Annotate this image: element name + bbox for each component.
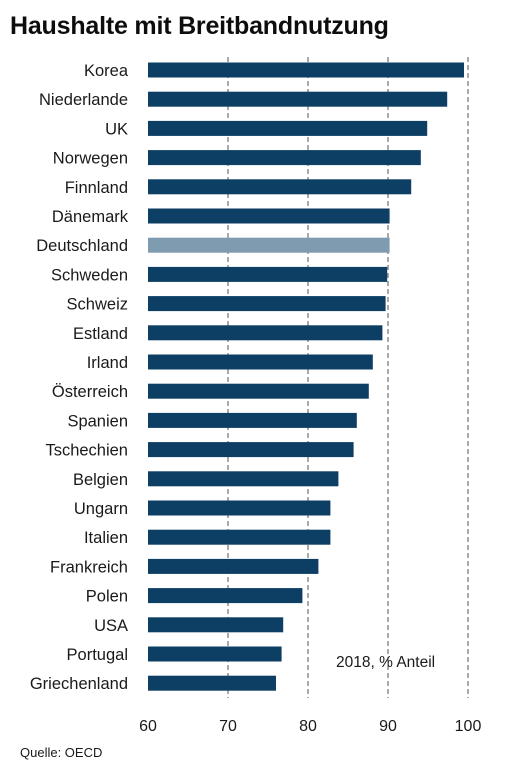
x-tick-label: 70	[219, 718, 237, 735]
bar	[148, 208, 390, 224]
bar	[148, 471, 339, 487]
bar	[148, 91, 448, 107]
category-label: Italien	[84, 529, 128, 547]
bar	[148, 179, 412, 195]
bar	[148, 120, 428, 136]
category-label: Griechenland	[30, 675, 128, 693]
bar	[148, 325, 383, 341]
bar	[148, 558, 319, 574]
bar	[148, 296, 386, 312]
bar	[148, 62, 464, 78]
bar	[148, 646, 282, 662]
x-tick-label: 90	[379, 718, 397, 735]
category-label: Ungarn	[74, 500, 128, 518]
bar	[148, 500, 331, 516]
category-label: Dänemark	[52, 208, 129, 226]
category-label: Schweiz	[67, 296, 128, 314]
category-label: Frankreich	[50, 558, 128, 576]
category-label: USA	[94, 617, 128, 635]
category-label: Belgien	[73, 471, 128, 489]
category-label: Spanien	[67, 412, 128, 430]
bar	[148, 383, 369, 399]
category-label: Finnland	[65, 179, 128, 197]
category-label: Norwegen	[53, 150, 128, 168]
bar	[148, 266, 388, 282]
category-label: Irland	[87, 354, 128, 372]
bar	[148, 675, 276, 691]
category-label: UK	[105, 120, 128, 138]
category-label: Schweden	[51, 266, 128, 284]
source-note: Quelle: OECD	[20, 745, 103, 760]
chart-annotation: 2018, % Anteil	[336, 654, 435, 671]
category-label: Portugal	[67, 646, 128, 664]
bar	[148, 588, 303, 604]
category-label: Tschechien	[45, 442, 128, 460]
category-label: Korea	[84, 62, 129, 80]
bar	[148, 237, 390, 253]
bar	[148, 442, 354, 458]
bar	[148, 150, 421, 166]
chart-title: Haushalte mit Breitbandnutzung	[10, 12, 389, 40]
x-tick-label: 60	[139, 718, 157, 735]
x-tick-label: 100	[455, 718, 482, 735]
bar	[148, 529, 331, 545]
category-label: Polen	[86, 588, 128, 606]
bar	[148, 412, 357, 428]
x-tick-label: 80	[299, 718, 317, 735]
bar	[148, 354, 373, 370]
category-label: Niederlande	[39, 91, 128, 109]
bar	[148, 617, 284, 633]
category-label: Deutschland	[36, 237, 128, 255]
category-label: Estland	[73, 325, 128, 343]
category-label: Österreich	[52, 383, 128, 401]
